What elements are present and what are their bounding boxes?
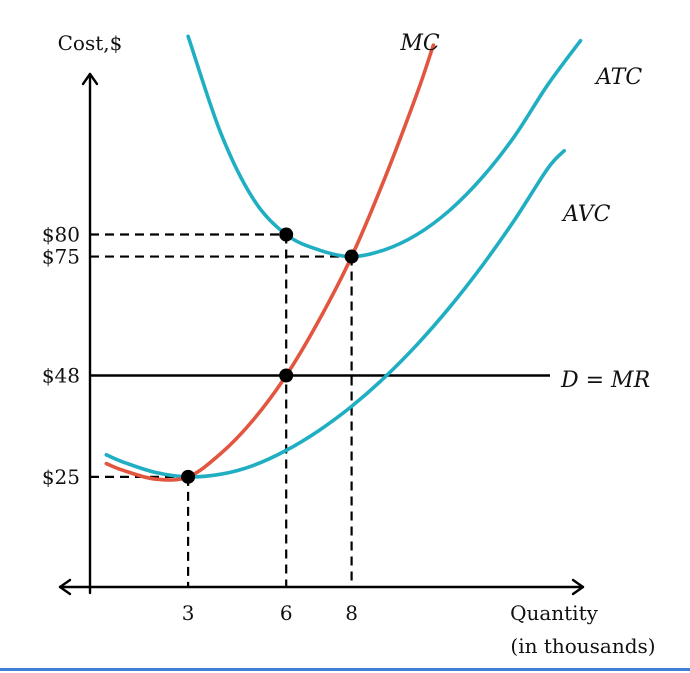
x-tick-label: 3	[182, 601, 195, 625]
x-axis-arrow-left	[58, 578, 72, 596]
avc-label: AVC	[561, 202, 611, 227]
bottom-rule	[0, 668, 690, 671]
curve-atc	[186, 34, 583, 259]
curves	[90, 34, 583, 482]
axes	[58, 72, 585, 596]
y-tick-label: $75	[42, 245, 80, 269]
demand-label: D = MR	[560, 368, 650, 393]
points	[181, 227, 359, 484]
marked-point-3	[344, 249, 359, 264]
y-tick-label: $48	[42, 364, 80, 388]
curve-avc	[104, 149, 566, 479]
curve-mc	[104, 43, 436, 482]
x-tick-label: 8	[345, 601, 358, 625]
x-axis-arrow-right	[571, 578, 585, 596]
marked-point-0	[181, 469, 196, 484]
mc-label: MC	[399, 31, 440, 56]
x-tick-label: 6	[280, 601, 293, 625]
y-axis-arrow	[81, 72, 99, 86]
y-axis-label: Cost,$	[58, 31, 123, 55]
marked-point-1	[279, 368, 294, 383]
x-axis-label-units: (in thousands)	[510, 634, 655, 658]
dashed-guides	[90, 233, 353, 587]
y-tick-label: $80	[42, 223, 80, 247]
marked-point-2	[279, 227, 294, 242]
x-axis-label: Quantity	[510, 601, 599, 625]
atc-label: ATC	[594, 65, 642, 90]
labels: $25 $48 $75$80 3 6 8 Cost,$ Quantity (in thousan…	[42, 31, 656, 658]
y-tick-label: $25	[42, 465, 80, 489]
